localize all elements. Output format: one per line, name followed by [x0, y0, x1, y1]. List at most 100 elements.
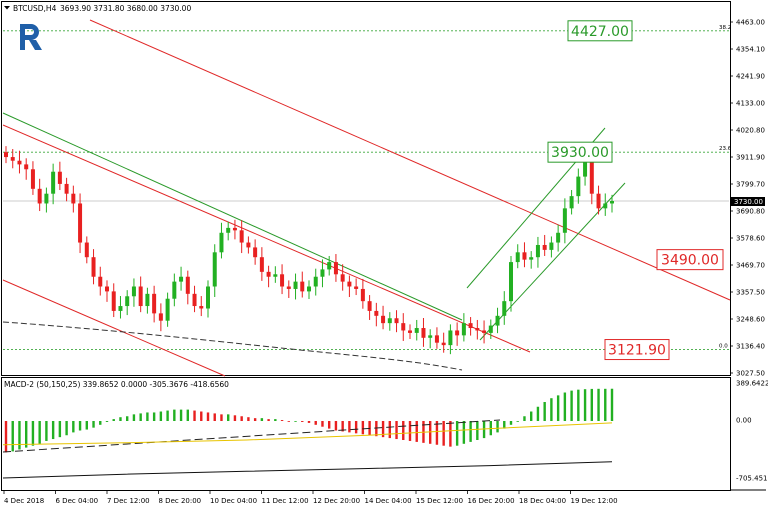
- macd-bar: [482, 421, 486, 439]
- macd-bar: [388, 421, 391, 439]
- macd-bar: [307, 421, 311, 423]
- macd-bar: [496, 421, 499, 433]
- candle: [414, 319, 419, 341]
- candle: [212, 244, 217, 298]
- candle: [226, 221, 231, 241]
- candle: [232, 219, 237, 240]
- macd-bar: [590, 388, 593, 422]
- candle: [98, 266, 103, 296]
- macd-bar: [200, 411, 203, 422]
- candle: [401, 313, 406, 341]
- macd-bar: [206, 412, 210, 422]
- macd-bar: [469, 421, 472, 442]
- macd-bar: [354, 421, 358, 434]
- candle: [502, 291, 507, 325]
- candle: [4, 146, 8, 164]
- macd-bar: [348, 421, 351, 433]
- candle: [387, 312, 392, 331]
- level-boxes: 4427.00 3930.00 3490.00 3121.90: [547, 20, 724, 361]
- moving-average-line: [2, 321, 463, 371]
- candle: [495, 307, 500, 334]
- candle: [313, 268, 318, 296]
- candle: [529, 251, 534, 269]
- price-tick-label: 3799.70: [736, 181, 765, 189]
- candle: [300, 271, 305, 298]
- macd-bar: [78, 421, 82, 431]
- macd-bar: [126, 416, 129, 422]
- candle: [461, 313, 466, 342]
- macd-bar: [604, 388, 607, 422]
- candle: [111, 283, 116, 318]
- candle: [105, 280, 109, 302]
- macd-bar: [260, 418, 264, 422]
- candle: [509, 255, 513, 312]
- candle: [340, 264, 345, 291]
- macd-bar: [25, 421, 28, 448]
- candle: [192, 285, 197, 313]
- outer-channel-line: [89, 19, 731, 301]
- candle: [266, 265, 271, 288]
- candle: [542, 234, 547, 256]
- macd-bar: [11, 421, 14, 452]
- candle: [71, 185, 76, 213]
- candle: [273, 266, 278, 283]
- candle: [475, 319, 480, 340]
- candle: [549, 236, 554, 258]
- time-tick-label: 6 Dec 04:00: [56, 497, 99, 505]
- price-tick-label: 3578.60: [736, 235, 765, 243]
- time-tick-label: 14 Dec 04:00: [365, 497, 412, 505]
- macd-bar: [119, 417, 122, 422]
- macd-axis: 389.6422 0.00 -705.4517: [736, 380, 768, 483]
- macd-bar: [462, 421, 466, 444]
- macd-bar: [247, 417, 250, 422]
- macd-bar: [213, 413, 216, 422]
- candle: [455, 322, 460, 346]
- candle: [394, 310, 399, 333]
- macd-bar: [193, 410, 196, 422]
- candle: [165, 292, 170, 327]
- macd-bar: [274, 419, 277, 422]
- candle: [239, 220, 244, 254]
- macd-bar: [455, 421, 459, 446]
- macd-bar: [503, 421, 506, 429]
- roboforex-r-logo: [20, 24, 42, 50]
- macd-bar: [38, 421, 41, 444]
- candle: [468, 317, 473, 336]
- candle: [347, 275, 352, 298]
- candle: [354, 278, 359, 296]
- macd-bar: [280, 420, 284, 422]
- time-tick-label: 11 Dec 12:00: [262, 497, 309, 505]
- candle: [381, 305, 386, 330]
- candle: [152, 285, 157, 323]
- macd-bar: [287, 421, 290, 422]
- price-tick-label: 4020.80: [736, 127, 765, 135]
- candle: [562, 198, 567, 244]
- time-tick-label: 7 Dec 12:00: [107, 497, 150, 505]
- candle: [441, 332, 446, 353]
- ascending-channel-lower: [479, 182, 626, 341]
- candle: [293, 273, 298, 300]
- macd-main-line: [2, 461, 613, 479]
- candle: [199, 296, 204, 317]
- price-tick-label: 4133.00: [736, 100, 765, 108]
- price-tick-label: 4354.10: [736, 46, 765, 54]
- time-tick-label: 4 Dec 2018: [4, 497, 44, 505]
- macd-bar: [536, 406, 540, 422]
- candle: [434, 327, 439, 349]
- macd-bar: [449, 421, 452, 447]
- candle: [374, 302, 379, 327]
- price-axis: 4463.00 4354.10 4241.90 4133.00 4020.80 3911.…: [730, 19, 765, 378]
- candle: [44, 187, 49, 213]
- price-tick-label: 4463.00: [736, 19, 765, 27]
- time-tick-label: 8 Dec 20:00: [159, 497, 202, 505]
- macd-bar: [4, 421, 8, 453]
- fib-level-label: 0.0: [719, 344, 728, 350]
- macd-tick-label: 389.6422: [736, 380, 768, 388]
- candle: [17, 150, 22, 174]
- time-tick-label: 10 Dec 04:00: [210, 497, 257, 505]
- macd-bar: [408, 421, 412, 441]
- candle: [30, 161, 35, 195]
- main-pane-frame: [1, 1, 731, 376]
- macd-bar: [51, 421, 55, 440]
- macd-bar: [301, 421, 304, 422]
